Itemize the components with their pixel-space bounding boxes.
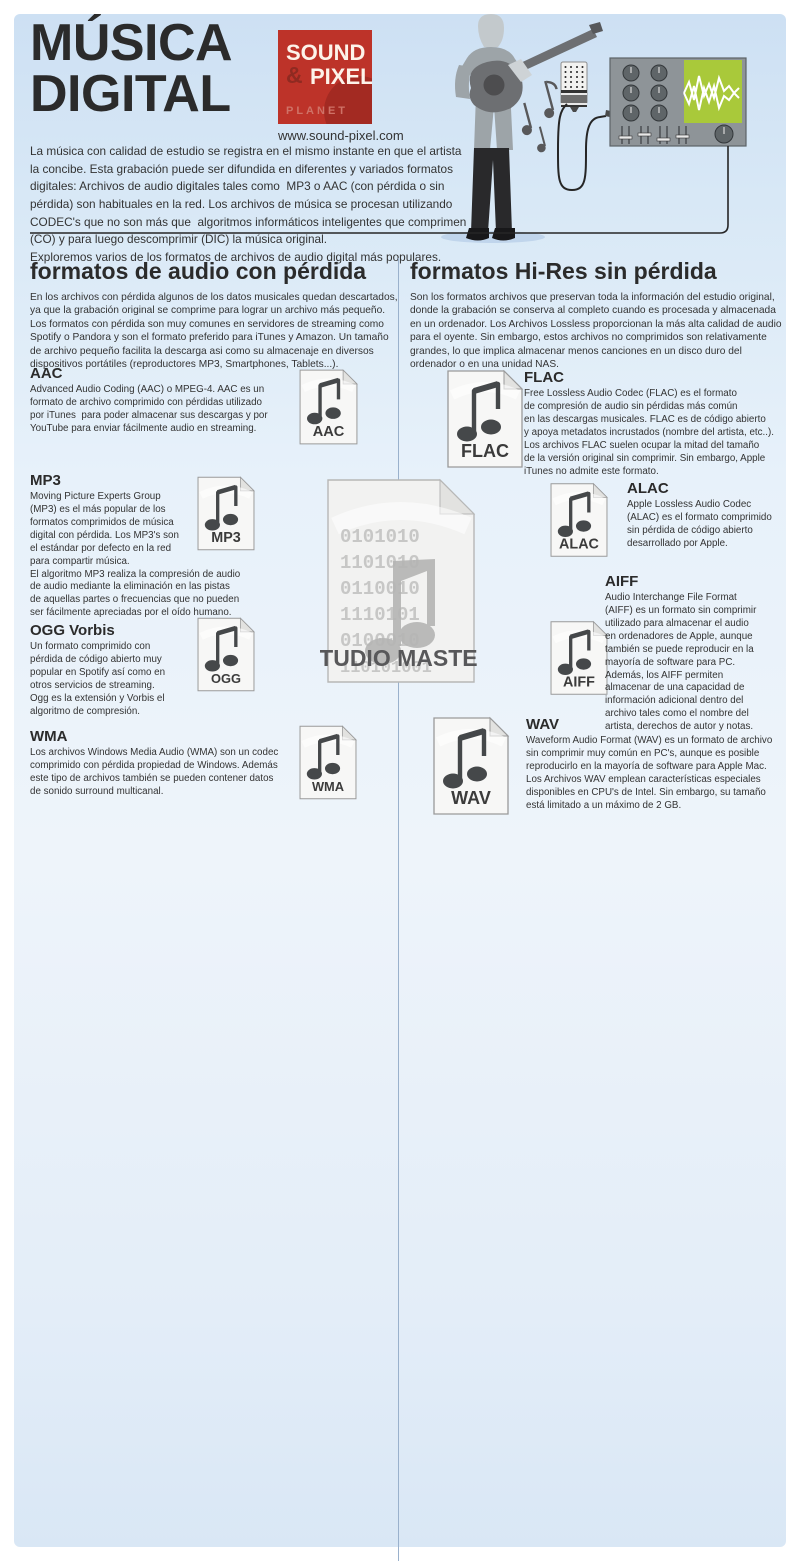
svg-text:FLAC: FLAC <box>461 441 509 461</box>
svg-text:AIFF: AIFF <box>563 675 595 691</box>
svg-text:WMA: WMA <box>312 779 344 794</box>
svg-text:MP3: MP3 <box>211 530 241 546</box>
svg-text:OGG: OGG <box>211 671 241 686</box>
svg-text:WAV: WAV <box>451 788 491 808</box>
svg-text:ALAC: ALAC <box>559 537 599 553</box>
svg-text:AAC: AAC <box>313 424 345 440</box>
svg-text:STUDIO MASTER: STUDIO MASTER <box>320 645 478 671</box>
